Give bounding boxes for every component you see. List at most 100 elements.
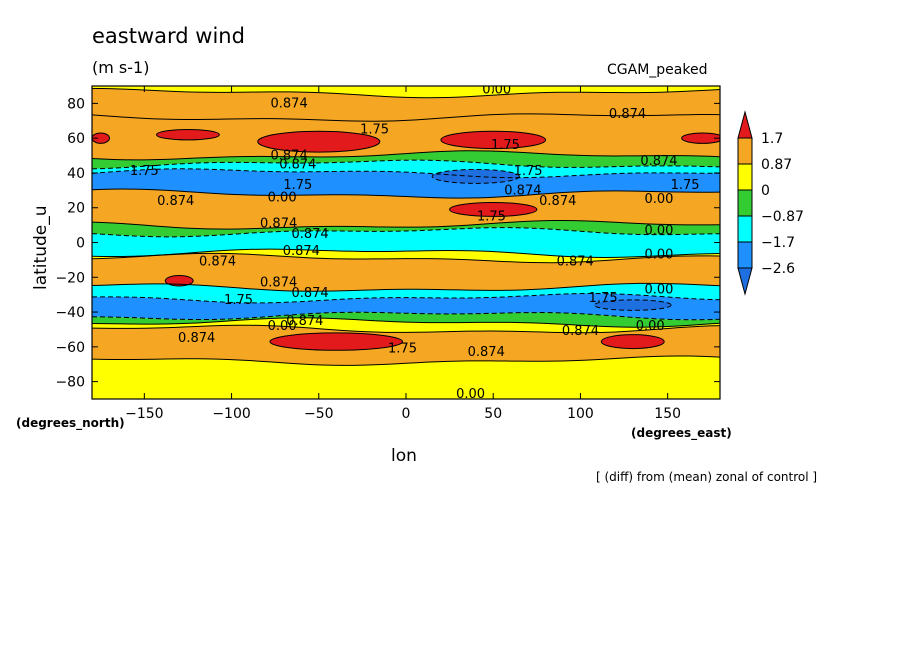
y-tick-label-5: 20	[67, 201, 85, 217]
band-1	[92, 88, 720, 122]
contour-label-27: 0.00	[644, 282, 673, 297]
x-tick-label-6: 150	[654, 406, 681, 422]
band-7	[92, 220, 720, 237]
contour-label-2: 0.874	[609, 107, 646, 122]
contour-label-31: 0.00	[268, 319, 297, 334]
contour-lines	[92, 87, 720, 366]
extremum-2	[440, 130, 547, 150]
contour-label-24: 0.00	[644, 248, 673, 263]
x-tick-label-4: 50	[484, 406, 502, 422]
extremum-6	[164, 275, 194, 287]
colorbar-box-3	[737, 215, 753, 243]
y-tick-label-0: −80	[55, 375, 85, 391]
extremum-10	[593, 299, 672, 311]
colorbar-label-0: 1.7	[761, 131, 783, 147]
contour-label-18: 0.874	[260, 216, 297, 231]
contour-line-0	[92, 87, 720, 99]
colorbar-label-3: −0.87	[761, 209, 804, 225]
contour-label-29: 1.75	[589, 291, 618, 306]
contour-label-14: 0.00	[644, 192, 673, 207]
contour-label-25: 0.874	[260, 275, 297, 290]
x-tick-label-3: 0	[402, 406, 411, 422]
colorbar-top-arrow	[737, 110, 753, 139]
band-11	[92, 283, 720, 303]
contour-label-33: 0.874	[178, 331, 215, 346]
extremum-3	[681, 132, 720, 144]
contour-label-21: 0.874	[283, 244, 320, 259]
x-axis-units: (degrees_east)	[631, 426, 732, 440]
extremum-7	[269, 332, 404, 351]
contour-line-2	[92, 150, 720, 161]
contour-label-1: 0.874	[271, 96, 308, 111]
extremum-0	[156, 128, 220, 141]
contour-line-7	[92, 227, 720, 238]
colorbar-label-2: 0	[761, 183, 770, 199]
contour-label-19: 0.874	[291, 227, 328, 242]
contour-line-10	[92, 282, 720, 292]
y-tick-label-2: −40	[55, 305, 85, 321]
x-axis-ticks: −150 −100 −50 0 50 100 150	[125, 86, 681, 422]
colorbar-box-2	[737, 189, 753, 217]
chart-title: eastward wind	[92, 24, 245, 48]
contour-line-12	[92, 311, 720, 321]
contour-label-30: 0.874	[286, 314, 323, 329]
y-tick-label-7: 60	[67, 131, 85, 147]
colorbar-box-1	[737, 163, 753, 191]
colorbar-box-4	[737, 241, 753, 269]
contour-line-6	[92, 219, 720, 230]
colorbar-label-4: −1.7	[761, 235, 795, 251]
band-8	[92, 227, 720, 258]
contour-line-3	[92, 159, 720, 170]
contour-label-5: 0.874	[271, 149, 308, 164]
extremum-8	[600, 334, 665, 350]
band-13	[92, 312, 720, 328]
contour-line-8	[92, 248, 720, 258]
contour-label-15: 0.874	[157, 194, 194, 209]
band-4	[92, 160, 720, 178]
x-tick-label-5: 100	[567, 406, 594, 422]
y-axis-ticks: −80 −60 −40 −20 0 20 40 60 80	[55, 96, 720, 391]
contour-label-35: 1.75	[388, 342, 417, 357]
extremum-4	[92, 132, 110, 144]
band-6	[92, 189, 720, 230]
run-name: CGAM_peaked	[607, 62, 708, 78]
contour-label-17: 1.75	[477, 209, 506, 224]
extremum-1	[257, 130, 381, 153]
contour-line-9	[92, 252, 720, 264]
y-tick-label-8: 80	[67, 96, 85, 112]
diff-note: [ (diff) from (mean) zonal of control ]	[596, 470, 818, 484]
y-tick-label-3: −20	[55, 270, 85, 286]
contour-line-1	[92, 113, 720, 122]
contour-line-4	[92, 168, 720, 179]
y-axis-units: (degrees_north)	[16, 416, 125, 430]
contour-label-28: 1.75	[224, 293, 253, 308]
contour-label-3: 1.75	[360, 122, 389, 137]
contour-label-20: 0.00	[644, 223, 673, 238]
contour-label-34: 0.874	[562, 324, 599, 339]
contour-label-37: 0.00	[456, 387, 485, 402]
colorbar-label-5: −2.6	[761, 261, 795, 277]
x-axis-label: lon	[391, 446, 417, 466]
contour-label-7: 0.874	[640, 154, 677, 169]
contour-label-26: 0.874	[291, 286, 328, 301]
colorbar: 1.7 0.87 0 −0.87 −1.7 −2.6	[737, 110, 804, 296]
contour-label-6: 0.874	[279, 157, 316, 172]
contour-label-32: 0.00	[636, 319, 665, 334]
contour-line-5	[92, 188, 720, 199]
contour-label-22: 0.874	[199, 255, 236, 270]
y-tick-label-4: 0	[76, 236, 85, 252]
extremum-5	[449, 202, 538, 217]
x-tick-label-1: −100	[212, 406, 250, 422]
y-tick-label-1: −60	[55, 340, 85, 356]
band-15	[92, 325, 720, 366]
contour-label-9: 1.75	[514, 164, 543, 179]
colorbar-bottom-arrow	[737, 267, 753, 296]
contour-label-16: 0.874	[539, 194, 576, 209]
contour-line-15	[92, 355, 720, 366]
contour-line-13	[92, 317, 720, 328]
contour-label-0: 0.00	[482, 82, 511, 97]
band-5	[92, 168, 720, 199]
contour-line-14	[92, 324, 720, 334]
band-12	[92, 293, 720, 320]
